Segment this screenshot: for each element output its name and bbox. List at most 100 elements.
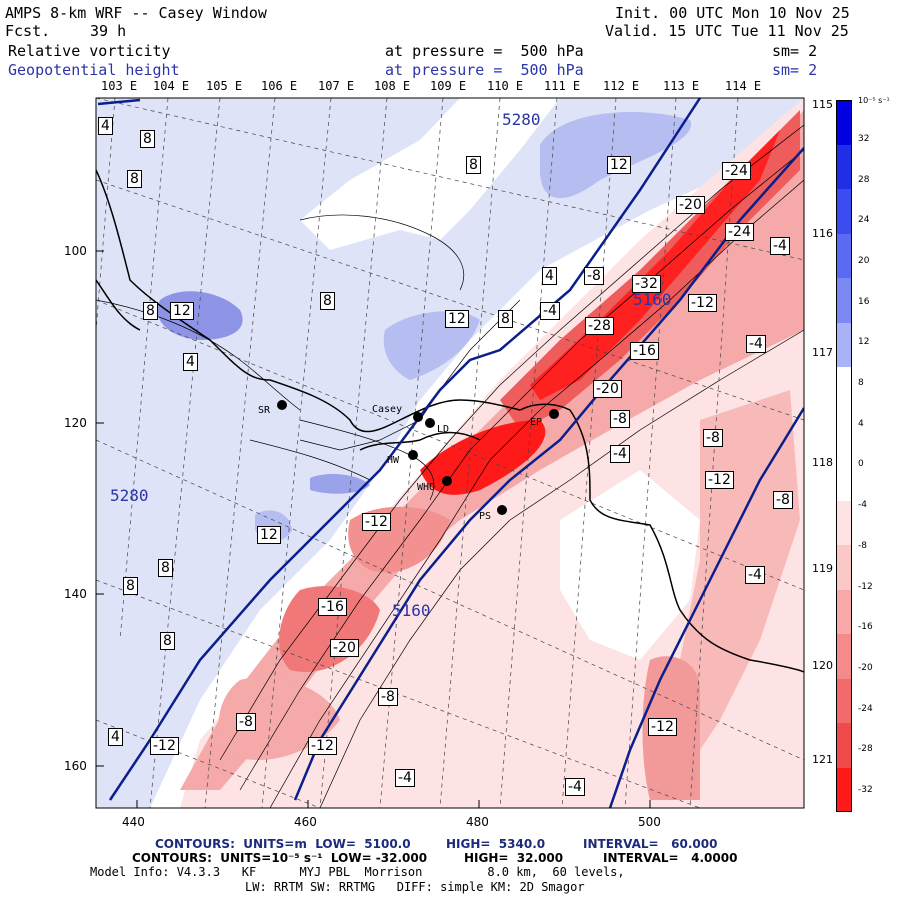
vorticity-contour-label: 8 <box>127 170 142 188</box>
model-info: Model Info: V4.3.3 KF MYJ PBL Morrison 8… <box>90 865 625 879</box>
vorticity-contour-label: -4 <box>610 445 630 463</box>
station-dot-ld <box>425 418 435 428</box>
colorbar-label: 32 <box>858 134 870 144</box>
map-frame <box>95 97 805 809</box>
colorbar-label: -12 <box>858 581 873 592</box>
colorbar-label: 8 <box>858 378 864 389</box>
colorbar-segment <box>836 189 852 234</box>
lon-label: 111 E <box>544 79 581 93</box>
colorbar-segment <box>836 233 852 278</box>
y-tick-label: 100 <box>64 244 87 258</box>
height-label: 5160 <box>392 601 431 620</box>
colorbar-segment <box>836 322 852 367</box>
colorbar-label: 20 <box>858 256 870 267</box>
colorbar-label: -28 <box>858 744 873 755</box>
height-contour-interval: INTERVAL= 60.000 <box>583 837 718 851</box>
coastline <box>359 431 481 451</box>
vorticity-contour-label: 12 <box>257 526 281 544</box>
vorticity-contour-info: CONTOURS: UNITS=10⁻⁵ s⁻¹ LOW= -32.000 <box>132 851 428 865</box>
lon-label: 113 E <box>663 79 700 93</box>
vorticity-contour-label: -8 <box>703 429 723 447</box>
vorticity-contour-label: 12 <box>607 156 631 174</box>
colorbar-label: -24 <box>858 703 873 714</box>
coastline <box>96 279 141 331</box>
lon-label: 107 E <box>318 79 355 93</box>
vorticity-contour-label: -4 <box>565 778 585 796</box>
vorticity-max-blob <box>540 112 692 199</box>
colorbar-segment <box>836 589 852 634</box>
colorbar-frame <box>836 100 852 812</box>
vorticity-contour-label: -4 <box>746 335 766 353</box>
lon-label: 104 E <box>153 79 190 93</box>
colorbar-label: 16 <box>858 296 870 307</box>
station-label-hw: HW <box>387 455 400 466</box>
neutral-area <box>560 470 700 660</box>
vorticity-contour-high: HIGH= 32.000 <box>464 851 564 865</box>
vorticity-contour-label: -20 <box>593 380 622 398</box>
vorticity-contour-label: -8 <box>378 688 398 706</box>
vorticity-contour-label: 8 <box>498 310 513 328</box>
colorbar-segment <box>836 678 852 723</box>
lon-label: 106 E <box>261 79 298 93</box>
coastline <box>96 169 804 673</box>
lon-label: 103 E <box>101 79 138 93</box>
map-title: AMPS 8-km WRF -- Casey Window <box>5 4 267 22</box>
lon-label: 108 E <box>374 79 411 93</box>
station-markers <box>277 400 559 515</box>
vorticity-contour-label: -16 <box>318 598 347 616</box>
station-dot-ps <box>497 505 507 515</box>
vorticity-contour-label: -12 <box>362 513 391 531</box>
field2-smoothing: sm= 2 <box>772 61 818 79</box>
height-label: 5160 <box>633 290 672 309</box>
station-label-ld: LD <box>437 424 450 435</box>
colorbar-unit: 10⁻⁵ s⁻¹ <box>858 96 890 105</box>
colorbar-segment <box>836 723 852 768</box>
valid-time: Valid. 15 UTC Tue 11 Nov 25 <box>605 22 849 40</box>
axis-ticks <box>96 250 651 808</box>
field2-name: Geopotential height <box>8 61 180 79</box>
colorbar-segment <box>836 767 852 812</box>
station-dot-who <box>442 476 452 486</box>
vorticity-contour-label: -4 <box>395 769 415 787</box>
forecast-hour: 39 h <box>90 22 127 40</box>
vorticity-contour-label: 8 <box>158 559 173 577</box>
station-dot-sr <box>277 400 287 410</box>
colorbar-segment <box>836 278 852 323</box>
vorticity-contour-label: -12 <box>648 718 677 736</box>
station-label-who: WHO <box>417 482 436 493</box>
colorbar-segment <box>836 144 852 189</box>
vorticity-contour-label: 4 <box>183 353 198 371</box>
field1-smoothing: sm= 2 <box>772 42 818 60</box>
y-tick-label: 160 <box>64 759 87 773</box>
y-tick-label: 140 <box>64 587 87 601</box>
x-tick-label: 460 <box>294 815 317 829</box>
lon-label: 105 E <box>206 79 243 93</box>
vorticity-contour-label: 8 <box>160 632 175 650</box>
vorticity-contour-label: 4 <box>98 117 113 135</box>
colorbar-segment <box>836 500 852 545</box>
colorbar-label: -8 <box>858 540 867 551</box>
lon-label: 109 E <box>430 79 467 93</box>
vorticity-contour-label: 4 <box>542 267 557 285</box>
height-contour-info: CONTOURS: UNITS=m LOW= 5100.0 <box>155 837 411 851</box>
vorticity-contour-label: 12 <box>445 310 469 328</box>
vorticity-contour-label: 8 <box>466 156 481 174</box>
station-label-ps: PS <box>479 511 492 522</box>
vorticity-contour-label: 8 <box>320 292 335 310</box>
vorticity-contour-label: -4 <box>540 302 560 320</box>
lon-label: 112 E <box>603 79 640 93</box>
graticule <box>96 98 804 808</box>
vorticity-contour-label: 4 <box>108 728 123 746</box>
colorbar-segment <box>836 411 852 456</box>
station-dot-ep <box>549 409 559 419</box>
colorbar-label: 28 <box>858 174 870 185</box>
field1-name: Relative vorticity <box>8 42 171 60</box>
vorticity-contour-label: -24 <box>725 223 754 241</box>
colorbar-segment <box>836 545 852 590</box>
vorticity-contour-label: -24 <box>722 162 751 180</box>
vorticity-contour-label: -20 <box>330 639 359 657</box>
lon-label: 110 E <box>487 79 524 93</box>
vorticity-contour-label: -12 <box>688 294 717 312</box>
vorticity-contour-label: -12 <box>705 471 734 489</box>
vorticity-max-blob <box>310 474 370 494</box>
